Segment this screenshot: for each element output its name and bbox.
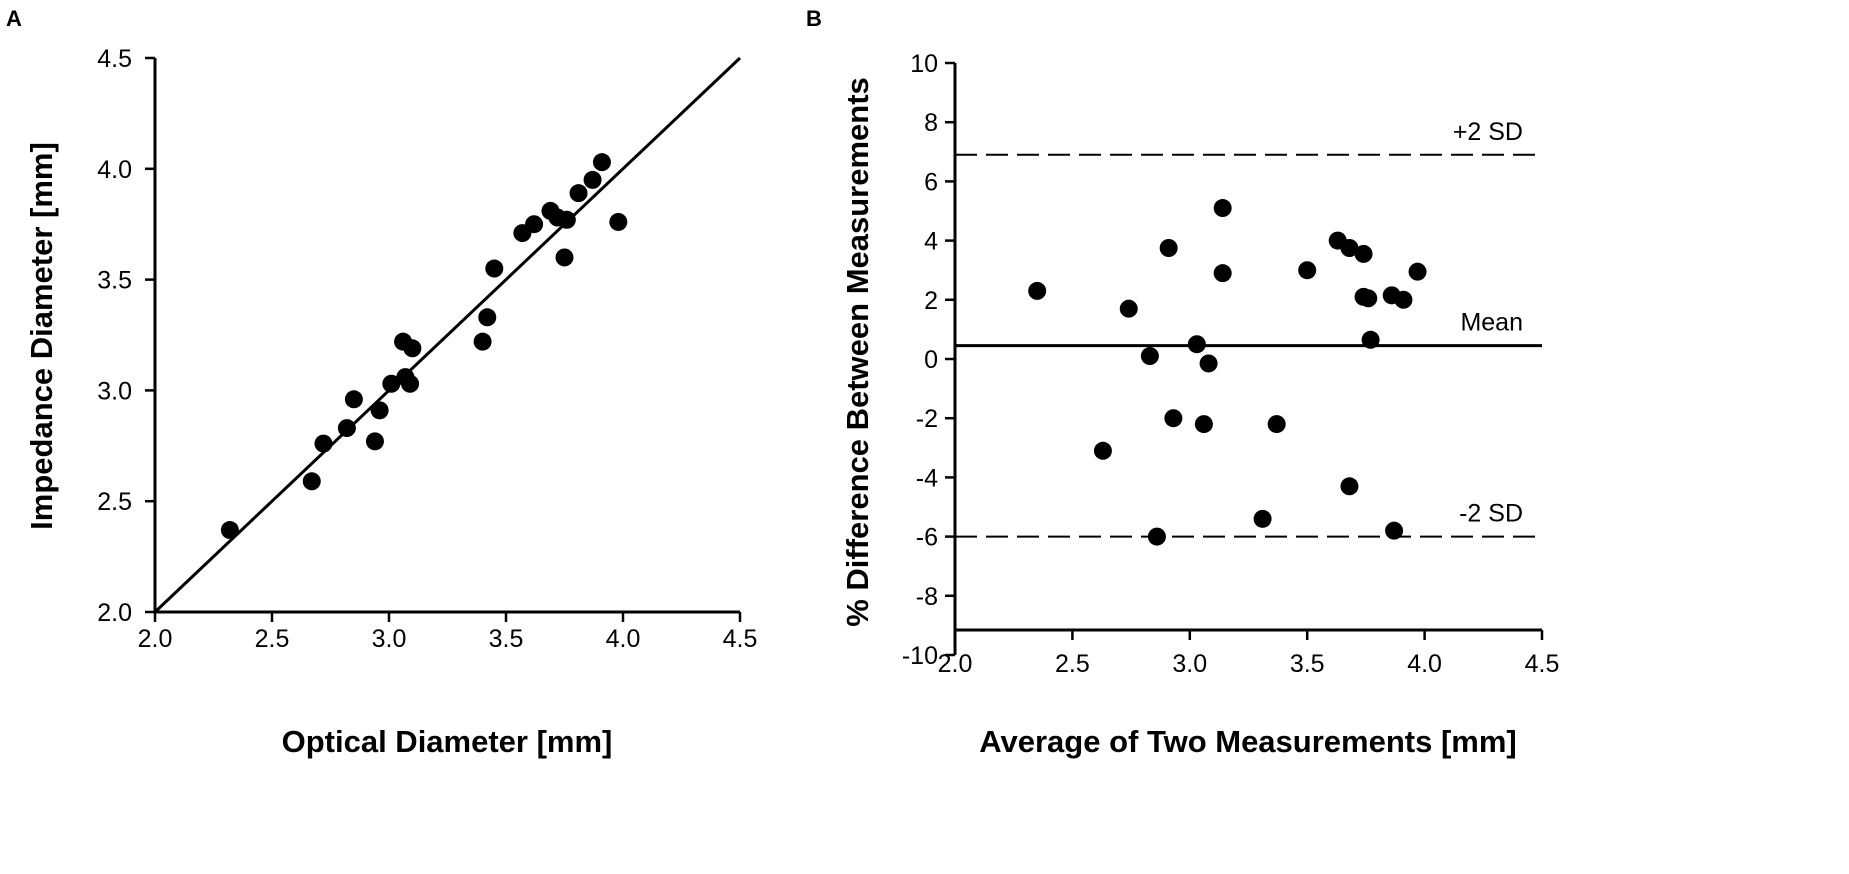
panel-a-fit-line xyxy=(153,56,742,614)
panel-b-x-axis-label: Average of Two Measurements [mm] xyxy=(979,724,1516,759)
panel-a-y-tick-label: 2.0 xyxy=(97,599,132,627)
panel-a: A 2.0 2.5 3.0 3.5 4.0 4.5 2.0 2.5 3.0 3.5 4.0 4.5 O… xyxy=(6,6,757,759)
panel-b-y-tick-label: -6 xyxy=(916,524,938,552)
panel-b-data-point xyxy=(1147,527,1166,546)
panel-a-y-tick-label: 4.5 xyxy=(97,45,132,73)
panel-b-data-point xyxy=(1361,330,1380,349)
panel-b-data-point xyxy=(1159,239,1178,257)
panel-b-data-point xyxy=(1394,290,1413,309)
panel-b-y-tick-label: 4 xyxy=(924,228,938,256)
panel-b-data-point xyxy=(1340,239,1359,257)
panel-b-y-tick-label: 8 xyxy=(924,109,938,137)
panel-b-reference-line-label: +2 SD xyxy=(1453,118,1523,146)
panel-a-y-tick-label: 4.0 xyxy=(97,156,132,184)
panel-b-x-tick-label: 3.5 xyxy=(1290,650,1325,678)
panel-b-label: B xyxy=(806,6,822,31)
panel-a-data-point xyxy=(485,259,504,278)
panel-b-data-point xyxy=(1354,244,1373,263)
panel-a-data-point xyxy=(557,210,576,229)
panel-a-x-tick-label: 3.5 xyxy=(489,625,524,653)
panel-a-data-point xyxy=(609,212,628,231)
panel-b-data-point xyxy=(1213,264,1232,283)
panel-b-x-tick-label: 3.0 xyxy=(1172,650,1207,678)
panel-a-x-tick-label: 3.0 xyxy=(372,625,407,653)
panel-b-x-tick-label: 2.5 xyxy=(1055,650,1090,678)
panel-b-data-point xyxy=(1164,409,1183,428)
panel-b-y-axis-label: % Difference Between Measurements xyxy=(840,77,875,627)
panel-a-data-point xyxy=(525,215,544,234)
panel-a-data-point xyxy=(302,472,321,491)
panel-a-axes xyxy=(153,58,740,614)
panel-b-y-tick-label: -4 xyxy=(916,464,938,492)
panel-b-data-point xyxy=(1340,477,1359,496)
panel-b-y-tick-label: 0 xyxy=(924,346,938,374)
panel-b-data-point xyxy=(1298,261,1317,280)
panel-b-y-tick-label: -8 xyxy=(916,583,938,611)
panel-a-data-point xyxy=(382,374,401,393)
panel-a-points xyxy=(220,153,628,540)
panel-a-data-point xyxy=(365,432,384,451)
panel-b-data-point xyxy=(1253,509,1272,528)
panel-a-label: A xyxy=(6,6,22,31)
panel-a-data-point xyxy=(337,419,356,438)
panel-a-x-tick-label: 2.5 xyxy=(255,625,290,653)
panel-a-data-point xyxy=(344,390,363,409)
panel-a-x-tick-label: 2.0 xyxy=(138,625,173,653)
panel-a-ticks: 2.0 2.5 3.0 3.5 4.0 4.5 2.0 2.5 3.0 3.5 4.0 4.5 xyxy=(97,45,757,653)
panel-a-y-axis-label: Impedance Diameter [mm] xyxy=(24,142,59,530)
panel-b-data-point xyxy=(1199,354,1218,373)
panel-b-data-point xyxy=(1119,299,1138,318)
panel-b-data-point xyxy=(1385,521,1404,540)
panel-a-data-point xyxy=(473,332,492,351)
panel-b-y-tick-label: 10 xyxy=(910,50,938,78)
panel-a-y-tick-label: 3.0 xyxy=(97,377,132,405)
panel-b-axes xyxy=(953,63,1542,655)
panel-b-reference-lines: +2 SD Mean -2 SD xyxy=(955,118,1542,538)
panel-b-data-point xyxy=(1359,289,1378,308)
panel-a-fit-line-group xyxy=(153,56,742,614)
panel-b-reference-line-label: Mean xyxy=(1460,309,1523,337)
panel-a-data-point xyxy=(220,521,239,540)
panel-a-data-point xyxy=(403,339,422,358)
panel-a-data-point xyxy=(569,184,588,203)
panel-b-data-point xyxy=(1028,281,1047,300)
panel-a-x-tick-label: 4.0 xyxy=(606,625,641,653)
panel-b-x-tick-label: 4.5 xyxy=(1525,650,1560,678)
panel-a-y-tick-label: 2.5 xyxy=(97,488,132,516)
panel-a-x-axis-label: Optical Diameter [mm] xyxy=(282,724,613,759)
panel-a-y-tick-label: 3.5 xyxy=(97,267,132,295)
panel-a-data-point xyxy=(583,170,602,189)
panel-a-data-point xyxy=(314,434,333,453)
panel-a-data-point xyxy=(401,374,420,393)
panel-b-data-point xyxy=(1213,199,1232,218)
panel-a-data-point xyxy=(370,401,389,420)
panel-b-data-point xyxy=(1187,335,1206,354)
panel-b-points xyxy=(1028,199,1427,546)
panel-b-data-point xyxy=(1408,262,1427,281)
panel-a-data-point xyxy=(592,153,611,172)
panel-b-y-tick-label: -2 xyxy=(916,405,938,433)
panel-a-data-point xyxy=(478,308,497,327)
panel-b-data-point xyxy=(1194,415,1213,434)
panel-a-data-point xyxy=(555,248,574,267)
panel-b-y-tick-label: -10 xyxy=(902,642,938,670)
panel-b-data-point xyxy=(1093,441,1112,460)
panel-a-x-tick-label: 4.5 xyxy=(723,625,758,653)
panel-b-y-tick-label: 6 xyxy=(924,168,938,196)
panel-b-y-tick-label: 2 xyxy=(924,287,938,315)
panel-b-data-point xyxy=(1267,415,1286,434)
panel-b-reference-line-label: -2 SD xyxy=(1459,500,1523,528)
panel-b-data-point xyxy=(1140,347,1159,366)
panel-b-x-tick-label: 4.0 xyxy=(1407,650,1442,678)
